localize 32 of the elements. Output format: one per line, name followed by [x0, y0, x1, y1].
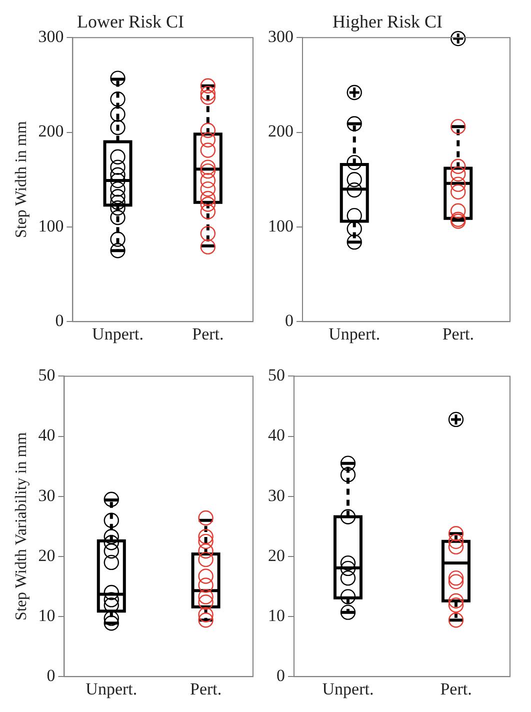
y-axis-title: Step Width Variability in mm [12, 432, 30, 620]
x-tick-label: Unpert. [86, 679, 138, 698]
y-tick-label: 10 [38, 606, 56, 625]
y-tick-label: 200 [268, 122, 294, 141]
y-tick-label: 30 [38, 486, 56, 505]
x-tick-label: Unpert. [322, 679, 374, 698]
x-tick-label: Pert. [190, 679, 222, 698]
x-tick-label: Unpert. [328, 324, 380, 344]
y-tick-label: 10 [268, 606, 285, 625]
x-tick-label: Pert. [440, 679, 472, 698]
y-tick-label: 100 [268, 216, 294, 236]
y-tick-label: 50 [38, 366, 56, 385]
y-tick-label: 20 [268, 546, 285, 565]
y-tick-label: 40 [268, 426, 285, 445]
x-tick-label: Pert. [442, 324, 474, 344]
y-tick-label: 200 [38, 122, 64, 141]
y-tick-label: 0 [46, 666, 56, 686]
y-tick-label: 0 [55, 311, 64, 330]
chart-title: Higher Risk CI [332, 12, 442, 32]
y-tick-label: 30 [268, 486, 285, 505]
y-tick-label: 300 [38, 27, 64, 46]
y-tick-label: 40 [38, 426, 56, 445]
chart-title: Lower Risk CI [77, 12, 184, 32]
x-tick-label: Pert. [192, 324, 224, 344]
y-tick-label: 300 [268, 27, 294, 46]
y-tick-label: 50 [268, 366, 285, 385]
x-tick-label: Unpert. [92, 324, 144, 344]
y-tick-label: 20 [38, 546, 56, 565]
y-axis-title: Step Width in mm [12, 120, 30, 238]
y-tick-label: 0 [276, 666, 285, 686]
y-tick-label: 100 [38, 216, 64, 236]
y-tick-label: 0 [285, 311, 294, 330]
